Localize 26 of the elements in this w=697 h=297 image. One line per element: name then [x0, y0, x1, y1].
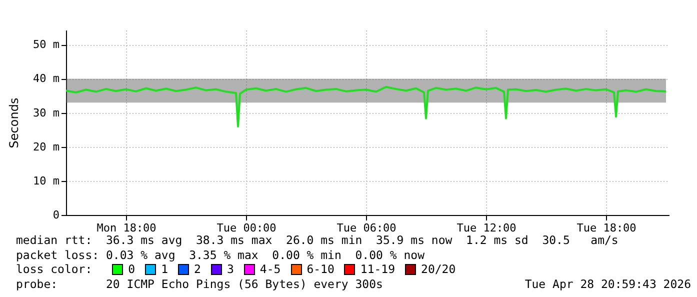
text: 0 — [128, 262, 136, 276]
x-tick-label: Tue 18:00 — [576, 222, 636, 234]
y-axis-title: Seconds — [7, 98, 22, 148]
text: 6-10 — [306, 262, 334, 276]
x-tick-label: Mon 18:00 — [96, 222, 156, 234]
y-tick-label: 50 m — [33, 38, 60, 52]
text: 4-5 — [260, 262, 281, 276]
text: packet loss: 0.03 % avg 3.35 % max 0.00 % min 0.00 % now — [16, 248, 426, 262]
text: 20/20 — [421, 262, 456, 276]
text: 11-19 — [360, 262, 396, 276]
line-series — [65, 86, 667, 128]
y-tick-label: 40 m — [33, 72, 60, 86]
y-tick-label: 20 m — [33, 140, 60, 154]
text: probe: 20 ICMP Echo Pings (56 Bytes) every 300s — [16, 276, 383, 291]
y-tick-label: 0 — [52, 208, 60, 222]
y-tick-label: 10 m — [33, 174, 60, 188]
x-tick-label: Tue 12:00 — [456, 222, 516, 234]
x-tick-label: Tue 00:00 — [216, 222, 276, 234]
text: loss color: — [16, 262, 92, 276]
text: 2 — [194, 262, 201, 276]
y-tick-label: 30 m — [33, 106, 60, 120]
text: 3 — [226, 262, 234, 276]
text: 1 — [161, 262, 168, 276]
text: median rtt: 36.3 ms avg 38.3 ms max 26.0 ms min 35.9 ms now 1.2 ms sd 30.5 am/s — [16, 233, 620, 248]
x-tick-label: Tue 06:00 — [336, 222, 396, 234]
text: Tue Apr 28 20:59:43 2026 — [524, 276, 691, 291]
